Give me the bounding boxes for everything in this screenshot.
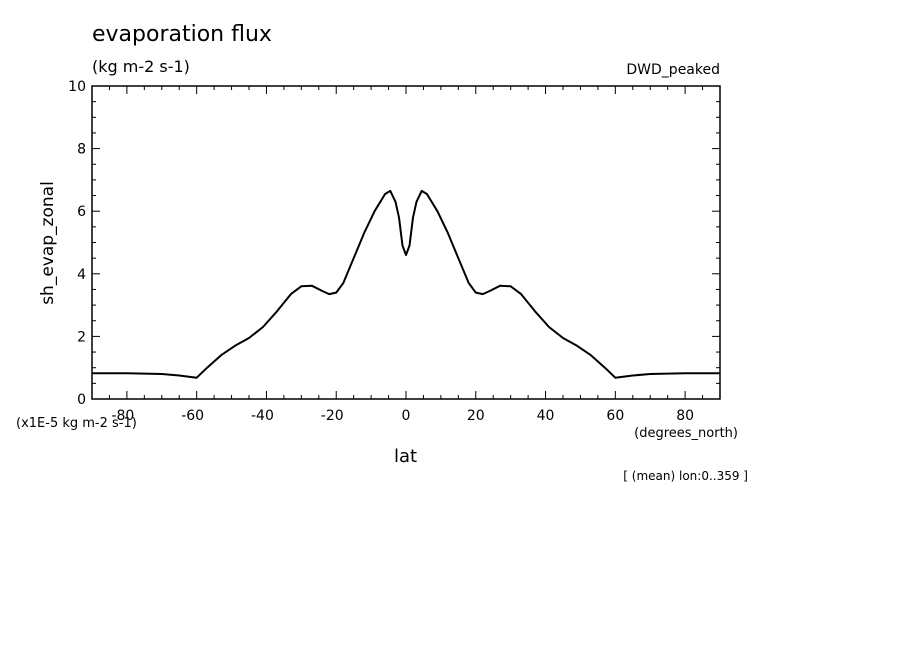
- x-tick-label: 40: [537, 408, 555, 424]
- x-tick-label: -40: [251, 408, 274, 424]
- x-tick-label: 80: [676, 408, 694, 424]
- x-tick-label: 0: [402, 408, 411, 424]
- y-tick-label: 10: [68, 79, 86, 95]
- x-tick-label: -80: [111, 408, 134, 424]
- x-tick-label: 20: [467, 408, 485, 424]
- y-tick-label: 8: [77, 142, 86, 158]
- y-tick-label: 0: [77, 392, 86, 408]
- chart-title: evaporation flux: [92, 22, 272, 47]
- axis-tick-labels: -80 -60 -40 -20 0 20 40 60 80 0 2 4 6 8 10: [68, 79, 694, 424]
- dataset-label: DWD_peaked: [626, 62, 720, 78]
- x-axis-units: (degrees_north): [634, 426, 738, 441]
- y-tick-label: 2: [77, 329, 86, 345]
- scale-note: (x1E-5 kg m-2 s-1): [16, 416, 137, 431]
- series-line-sh-evap-zonal: [92, 189, 720, 379]
- x-axis-label: lat: [394, 446, 418, 467]
- y-tick-label: 4: [77, 267, 86, 283]
- chart-units: (kg m-2 s-1): [92, 57, 190, 76]
- plot-frame: [91, 85, 721, 400]
- axis-ticks: [91, 85, 721, 400]
- x-tick-label: -20: [321, 408, 344, 424]
- x-tick-label: 60: [606, 408, 624, 424]
- x-tick-label: -60: [181, 408, 204, 424]
- averaging-note: [ (mean) lon:0..359 ]: [623, 469, 748, 483]
- y-axis-label: sh_evap_zonal: [38, 181, 58, 305]
- y-tick-label: 6: [77, 204, 86, 220]
